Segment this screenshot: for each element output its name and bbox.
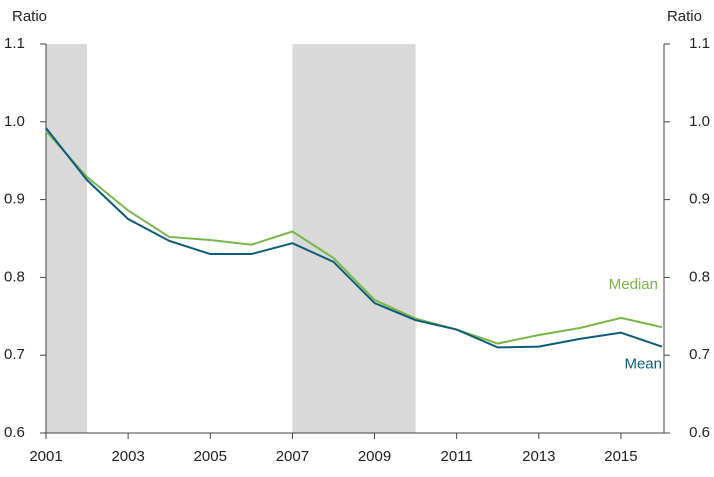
series-label: Median (609, 276, 658, 293)
y-tick-label: 0.8 (4, 268, 25, 285)
y-tick-label: 1.0 (4, 113, 25, 130)
y-tick-label: 0.9 (4, 191, 25, 208)
x-tick-label: 2003 (111, 448, 144, 465)
x-tick-label: 2013 (522, 448, 555, 465)
x-tick-label: 2015 (604, 448, 637, 465)
recession-shade (292, 44, 416, 433)
y2-tick-label: 1.0 (689, 113, 710, 130)
x-tick-label: 2001 (29, 448, 62, 465)
y-tick-label: 0.6 (4, 424, 25, 441)
x-tick-label: 2009 (358, 448, 391, 465)
series-line (45, 127, 663, 349)
y-tick-label: 0.7 (4, 346, 25, 363)
x-tick-label: 2011 (441, 448, 473, 465)
x-tick-label: 2007 (276, 448, 309, 465)
y-tick-label: 1.1 (4, 35, 25, 52)
x-tick-label: 2005 (194, 448, 227, 465)
y2-tick-label: 0.7 (689, 346, 710, 363)
y2-tick-label: 0.9 (689, 191, 710, 208)
y2-tick-label: 0.6 (689, 424, 710, 441)
y2-tick-label: 0.8 (689, 268, 710, 285)
series-line (45, 130, 663, 345)
series-label: Mean (624, 356, 662, 373)
y-axis-label: Ratio (12, 8, 47, 25)
y2-tick-label: 1.1 (689, 35, 710, 52)
y2-axis-label: Ratio (667, 8, 702, 25)
recession-shade (46, 44, 88, 433)
